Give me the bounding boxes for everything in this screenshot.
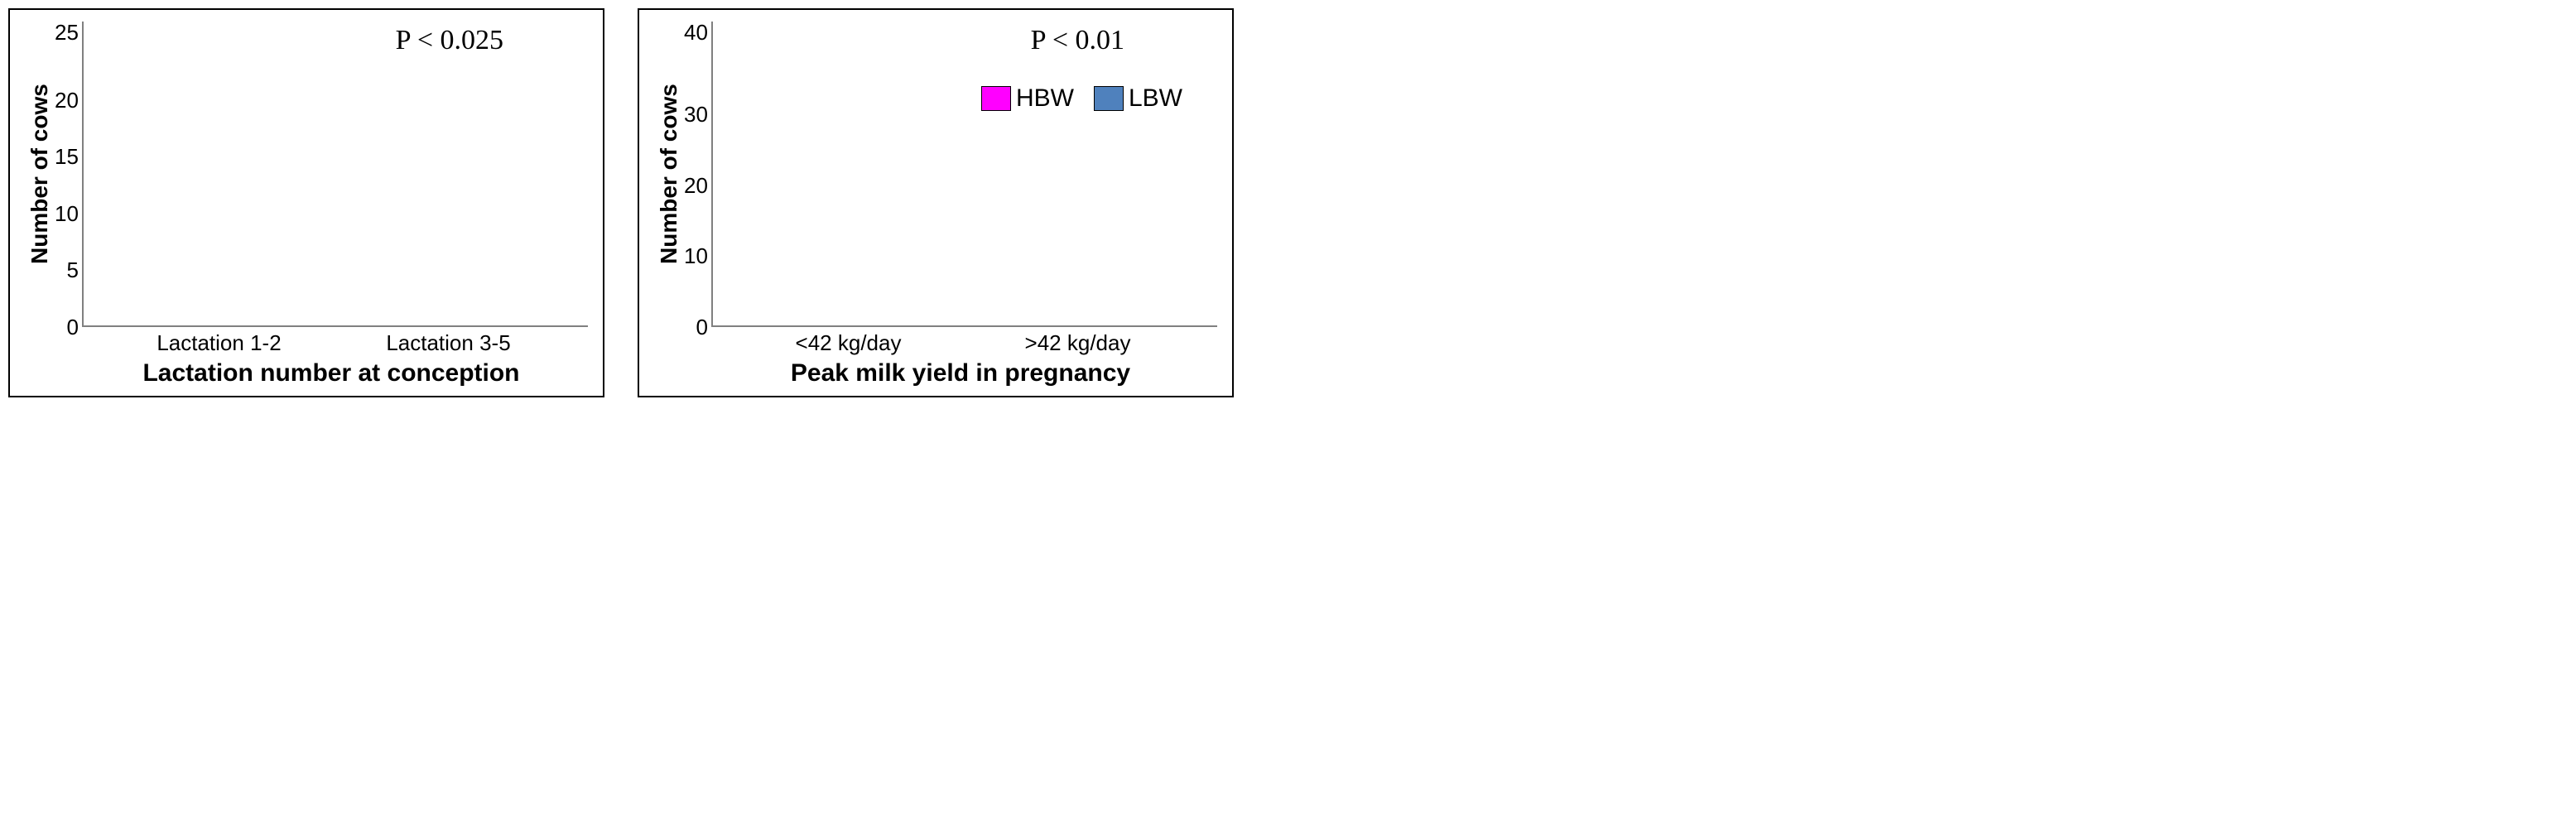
y-tick-label: 20 — [55, 89, 79, 111]
x-tick-label: Lactation 3-5 — [386, 330, 510, 356]
y-axis-title: Number of cows — [654, 22, 684, 327]
chart-panel-1: P < 0.01HBWLBWNumber of cows403020100<42… — [638, 8, 1234, 397]
y-tick-label: 40 — [684, 22, 708, 43]
x-tick-label: Lactation 1-2 — [156, 330, 281, 356]
y-tick-label: 5 — [66, 259, 78, 281]
y-tick-label: 15 — [55, 146, 79, 167]
plot-area — [82, 22, 588, 327]
y-tick-label: 0 — [696, 316, 707, 338]
x-axis-title: Lactation number at conception — [25, 359, 588, 387]
bars-container — [713, 22, 1217, 325]
bars-container — [84, 22, 588, 325]
y-tick-label: 20 — [684, 175, 708, 196]
y-axis-ticks: 403020100 — [684, 22, 711, 327]
x-tick-label: >42 kg/day — [1025, 330, 1131, 356]
y-axis-ticks: 2520151050 — [55, 22, 82, 327]
chart-panel-0: P < 0.025Number of cows2520151050Lactati… — [8, 8, 604, 397]
y-tick-label: 25 — [55, 22, 79, 43]
x-tick-label: <42 kg/day — [796, 330, 902, 356]
y-tick-label: 10 — [55, 203, 79, 224]
y-tick-label: 10 — [684, 245, 708, 267]
x-axis-ticks: <42 kg/day >42 kg/day — [654, 327, 1217, 356]
y-axis-title: Number of cows — [25, 22, 55, 327]
y-tick-label: 30 — [684, 103, 708, 125]
y-tick-label: 0 — [66, 316, 78, 338]
x-axis-title: Peak milk yield in pregnancy — [654, 359, 1217, 387]
plot-area — [711, 22, 1217, 327]
x-axis-ticks: Lactation 1-2 Lactation 3-5 — [25, 327, 588, 356]
